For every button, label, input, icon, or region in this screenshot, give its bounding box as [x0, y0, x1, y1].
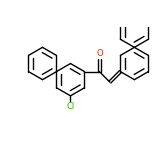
Text: O: O — [96, 49, 103, 58]
Text: Cl: Cl — [66, 102, 75, 111]
